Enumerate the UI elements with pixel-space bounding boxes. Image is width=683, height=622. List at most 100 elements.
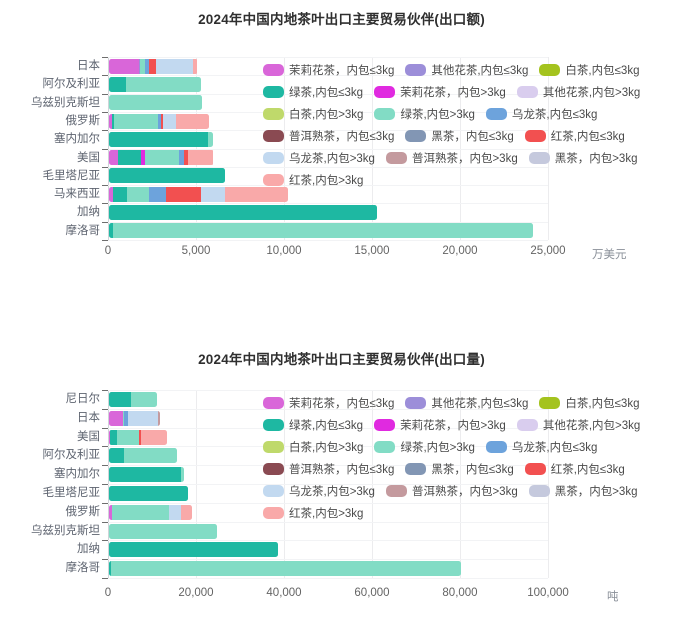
legend-item[interactable]: 红茶,内包≤3kg xyxy=(524,128,625,144)
bar-segment[interactable] xyxy=(109,523,218,539)
bar-row[interactable] xyxy=(109,168,226,184)
bar-segment[interactable] xyxy=(225,186,289,202)
legend-item[interactable]: 绿茶,内包>3kg xyxy=(374,106,475,122)
bar-segment[interactable] xyxy=(109,485,188,501)
bar-segment[interactable] xyxy=(145,150,180,166)
legend-item[interactable]: 黑茶，内包>3kg xyxy=(528,150,637,166)
bar-segment[interactable] xyxy=(144,58,150,74)
bar-row[interactable] xyxy=(109,504,192,520)
legend-item[interactable]: 茉莉花茶，内包≤3kg xyxy=(263,395,394,411)
legend-item[interactable]: 其他花茶,内包>3kg xyxy=(516,417,640,433)
legend-item[interactable]: 乌龙茶,内包≤3kg xyxy=(485,106,597,122)
bar-segment[interactable] xyxy=(109,561,112,577)
bar-segment[interactable] xyxy=(109,168,226,184)
legend-item[interactable]: 绿茶,内包>3kg xyxy=(374,439,475,455)
bar-segment[interactable] xyxy=(160,113,163,129)
bar-segment[interactable] xyxy=(127,186,150,202)
legend-item[interactable]: 红茶,内包>3kg xyxy=(263,505,363,521)
legend-item[interactable]: 其他花茶,内包≤3kg xyxy=(405,62,528,78)
bar-segment[interactable] xyxy=(109,410,123,426)
bar-row[interactable] xyxy=(109,410,161,426)
legend-item[interactable]: 茉莉花茶，内包≤3kg xyxy=(263,62,394,78)
bar-segment[interactable] xyxy=(109,504,113,520)
bar-segment[interactable] xyxy=(109,205,377,221)
legend-item[interactable]: 黑茶，内包>3kg xyxy=(528,483,637,499)
legend-item[interactable]: 白茶,内包≤3kg xyxy=(539,62,639,78)
bar-segment[interactable] xyxy=(109,391,131,407)
bar-segment[interactable] xyxy=(162,113,176,129)
legend-item[interactable]: 其他花茶,内包>3kg xyxy=(516,84,640,100)
bar-row[interactable] xyxy=(109,523,218,539)
legend-item[interactable]: 红茶,内包≤3kg xyxy=(524,461,625,477)
bar-segment[interactable] xyxy=(187,150,214,166)
bar-segment[interactable] xyxy=(113,223,534,239)
bar-row[interactable] xyxy=(109,448,177,464)
bar-segment[interactable] xyxy=(109,58,139,74)
bar-row[interactable] xyxy=(109,429,168,445)
bar-segment[interactable] xyxy=(159,410,161,426)
legend-item[interactable]: 其他花茶,内包≤3kg xyxy=(405,395,528,411)
bar-segment[interactable] xyxy=(124,410,129,426)
bar-row[interactable] xyxy=(109,561,461,577)
bar-segment[interactable] xyxy=(149,186,167,202)
bar-row[interactable] xyxy=(109,95,203,111)
bar-row[interactable] xyxy=(109,542,278,558)
bar-segment[interactable] xyxy=(109,223,114,239)
bar-segment[interactable] xyxy=(109,542,278,558)
bar-segment[interactable] xyxy=(109,186,113,202)
legend-item[interactable]: 乌龙茶,内包≤3kg xyxy=(485,439,597,455)
legend-item[interactable]: 白茶,内包>3kg xyxy=(263,106,363,122)
bar-segment[interactable] xyxy=(114,113,159,129)
bar-segment[interactable] xyxy=(128,410,159,426)
legend-item[interactable]: 乌龙茶,内包>3kg xyxy=(263,150,375,166)
bar-segment[interactable] xyxy=(112,504,170,520)
legend-item[interactable]: 黑茶，内包≤3kg xyxy=(405,128,514,144)
legend-item[interactable]: 普洱熟茶，内包>3kg xyxy=(385,483,518,499)
bar-segment[interactable] xyxy=(155,58,194,74)
legend-item[interactable]: 黑茶，内包≤3kg xyxy=(405,461,514,477)
bar-segment[interactable] xyxy=(109,429,111,445)
bar-segment[interactable] xyxy=(109,76,126,92)
bar-segment[interactable] xyxy=(109,448,125,464)
bar-row[interactable] xyxy=(109,186,289,202)
bar-segment[interactable] xyxy=(158,113,161,129)
bar-segment[interactable] xyxy=(138,429,142,445)
bar-segment[interactable] xyxy=(166,186,201,202)
bar-segment[interactable] xyxy=(109,95,203,111)
bar-row[interactable] xyxy=(109,467,184,483)
legend-item[interactable]: 普洱熟茶，内包≤3kg xyxy=(263,128,394,144)
bar-segment[interactable] xyxy=(175,113,210,129)
bar-segment[interactable] xyxy=(141,150,146,166)
bar-row[interactable] xyxy=(109,485,188,501)
bar-segment[interactable] xyxy=(117,150,142,166)
bar-row[interactable] xyxy=(109,223,534,239)
legend-item[interactable]: 绿茶,内包≤3kg xyxy=(263,417,363,433)
legend-item[interactable]: 茉莉花茶，内包>3kg xyxy=(374,417,506,433)
bar-segment[interactable] xyxy=(149,58,156,74)
bar-segment[interactable] xyxy=(138,58,141,74)
bar-segment[interactable] xyxy=(141,429,168,445)
bar-row[interactable] xyxy=(109,205,377,221)
bar-segment[interactable] xyxy=(111,561,461,577)
bar-segment[interactable] xyxy=(112,186,128,202)
bar-segment[interactable] xyxy=(111,113,115,129)
bar-segment[interactable] xyxy=(193,58,198,74)
bar-row[interactable] xyxy=(109,113,210,129)
legend-item[interactable]: 白茶,内包≤3kg xyxy=(539,395,639,411)
bar-segment[interactable] xyxy=(179,150,184,166)
bar-segment[interactable] xyxy=(124,448,177,464)
bar-segment[interactable] xyxy=(109,113,112,129)
bar-segment[interactable] xyxy=(109,150,118,166)
bar-segment[interactable] xyxy=(140,58,145,74)
bar-row[interactable] xyxy=(109,131,213,147)
bar-row[interactable] xyxy=(109,150,214,166)
bar-segment[interactable] xyxy=(158,410,160,426)
legend-item[interactable]: 绿茶,内包≤3kg xyxy=(263,84,363,100)
legend-item[interactable]: 茉莉花茶，内包>3kg xyxy=(374,84,506,100)
bar-segment[interactable] xyxy=(208,131,213,147)
bar-segment[interactable] xyxy=(180,467,184,483)
bar-segment[interactable] xyxy=(109,131,209,147)
bar-segment[interactable] xyxy=(110,429,117,445)
legend-item[interactable]: 乌龙茶,内包>3kg xyxy=(263,483,375,499)
legend-item[interactable]: 红茶,内包>3kg xyxy=(263,172,363,188)
